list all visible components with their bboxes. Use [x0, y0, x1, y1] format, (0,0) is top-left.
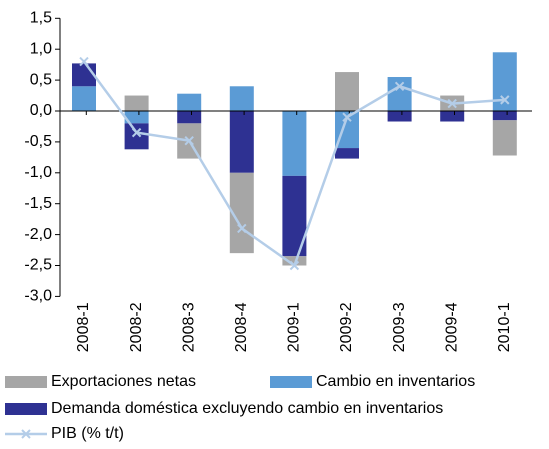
- bar: [124, 123, 149, 150]
- y-tick-label: 0,0: [30, 102, 52, 119]
- legend-label: Exportaciones netas: [51, 373, 196, 390]
- bar: [492, 52, 517, 111]
- bar: [282, 111, 307, 176]
- bar: [440, 111, 465, 122]
- legend-swatch: [270, 376, 312, 388]
- bar: [387, 111, 412, 122]
- legend-swatch: [5, 403, 47, 415]
- bar: [72, 86, 96, 111]
- x-tick-label: 2009-4: [443, 302, 460, 352]
- line-marker: [394, 81, 405, 91]
- legend-label: Cambio en inventarios: [316, 373, 475, 390]
- line-marker: [447, 98, 457, 109]
- x-tick-label: 2008-3: [180, 302, 197, 352]
- x-tick-label: 2008-1: [75, 302, 92, 352]
- bar: [177, 111, 202, 124]
- line-marker: [184, 135, 194, 146]
- bar: [124, 95, 149, 111]
- line-marker: [289, 260, 300, 271]
- bar: [335, 148, 359, 159]
- x-tick-label: 2009-3: [391, 302, 408, 352]
- bar: [177, 93, 202, 111]
- bar: [229, 86, 254, 111]
- y-tick-label: 1,0: [30, 40, 52, 57]
- bar: [492, 120, 517, 156]
- y-tick-label: 0,5: [30, 71, 52, 88]
- legend-label: PIB (% t/t): [51, 425, 124, 442]
- line-marker: [342, 112, 352, 122]
- line-marker: [500, 95, 510, 105]
- x-tick-label: 2008-2: [128, 302, 145, 352]
- line-marker: [237, 223, 247, 234]
- legend-label: Demanda doméstica excluyendo cambio en i…: [51, 400, 443, 417]
- line-marker: [79, 56, 89, 67]
- x-tick-label: 2008-4: [233, 302, 250, 352]
- bar: [124, 111, 149, 124]
- y-tick-label: -1,0: [24, 164, 52, 181]
- bar: [229, 111, 254, 173]
- x-tick-label: 2009-2: [338, 302, 355, 352]
- y-tick-label: -2,0: [24, 226, 52, 243]
- x-tick-label: 2010-1: [496, 302, 513, 352]
- x-tick-label: 2009-1: [286, 302, 303, 352]
- y-tick-label: -0,5: [24, 133, 52, 150]
- y-tick-label: -3,0: [24, 288, 52, 305]
- y-tick-label: 1,5: [30, 10, 52, 27]
- line-marker: [131, 127, 142, 138]
- bar: [387, 77, 412, 111]
- legend-swatch: [5, 376, 47, 388]
- legend-marker: [21, 429, 31, 439]
- bar: [335, 72, 359, 111]
- y-tick-label: -2,5: [24, 257, 52, 274]
- y-tick-label: -1,5: [24, 195, 52, 212]
- bar: [492, 111, 517, 121]
- bar: [282, 256, 307, 266]
